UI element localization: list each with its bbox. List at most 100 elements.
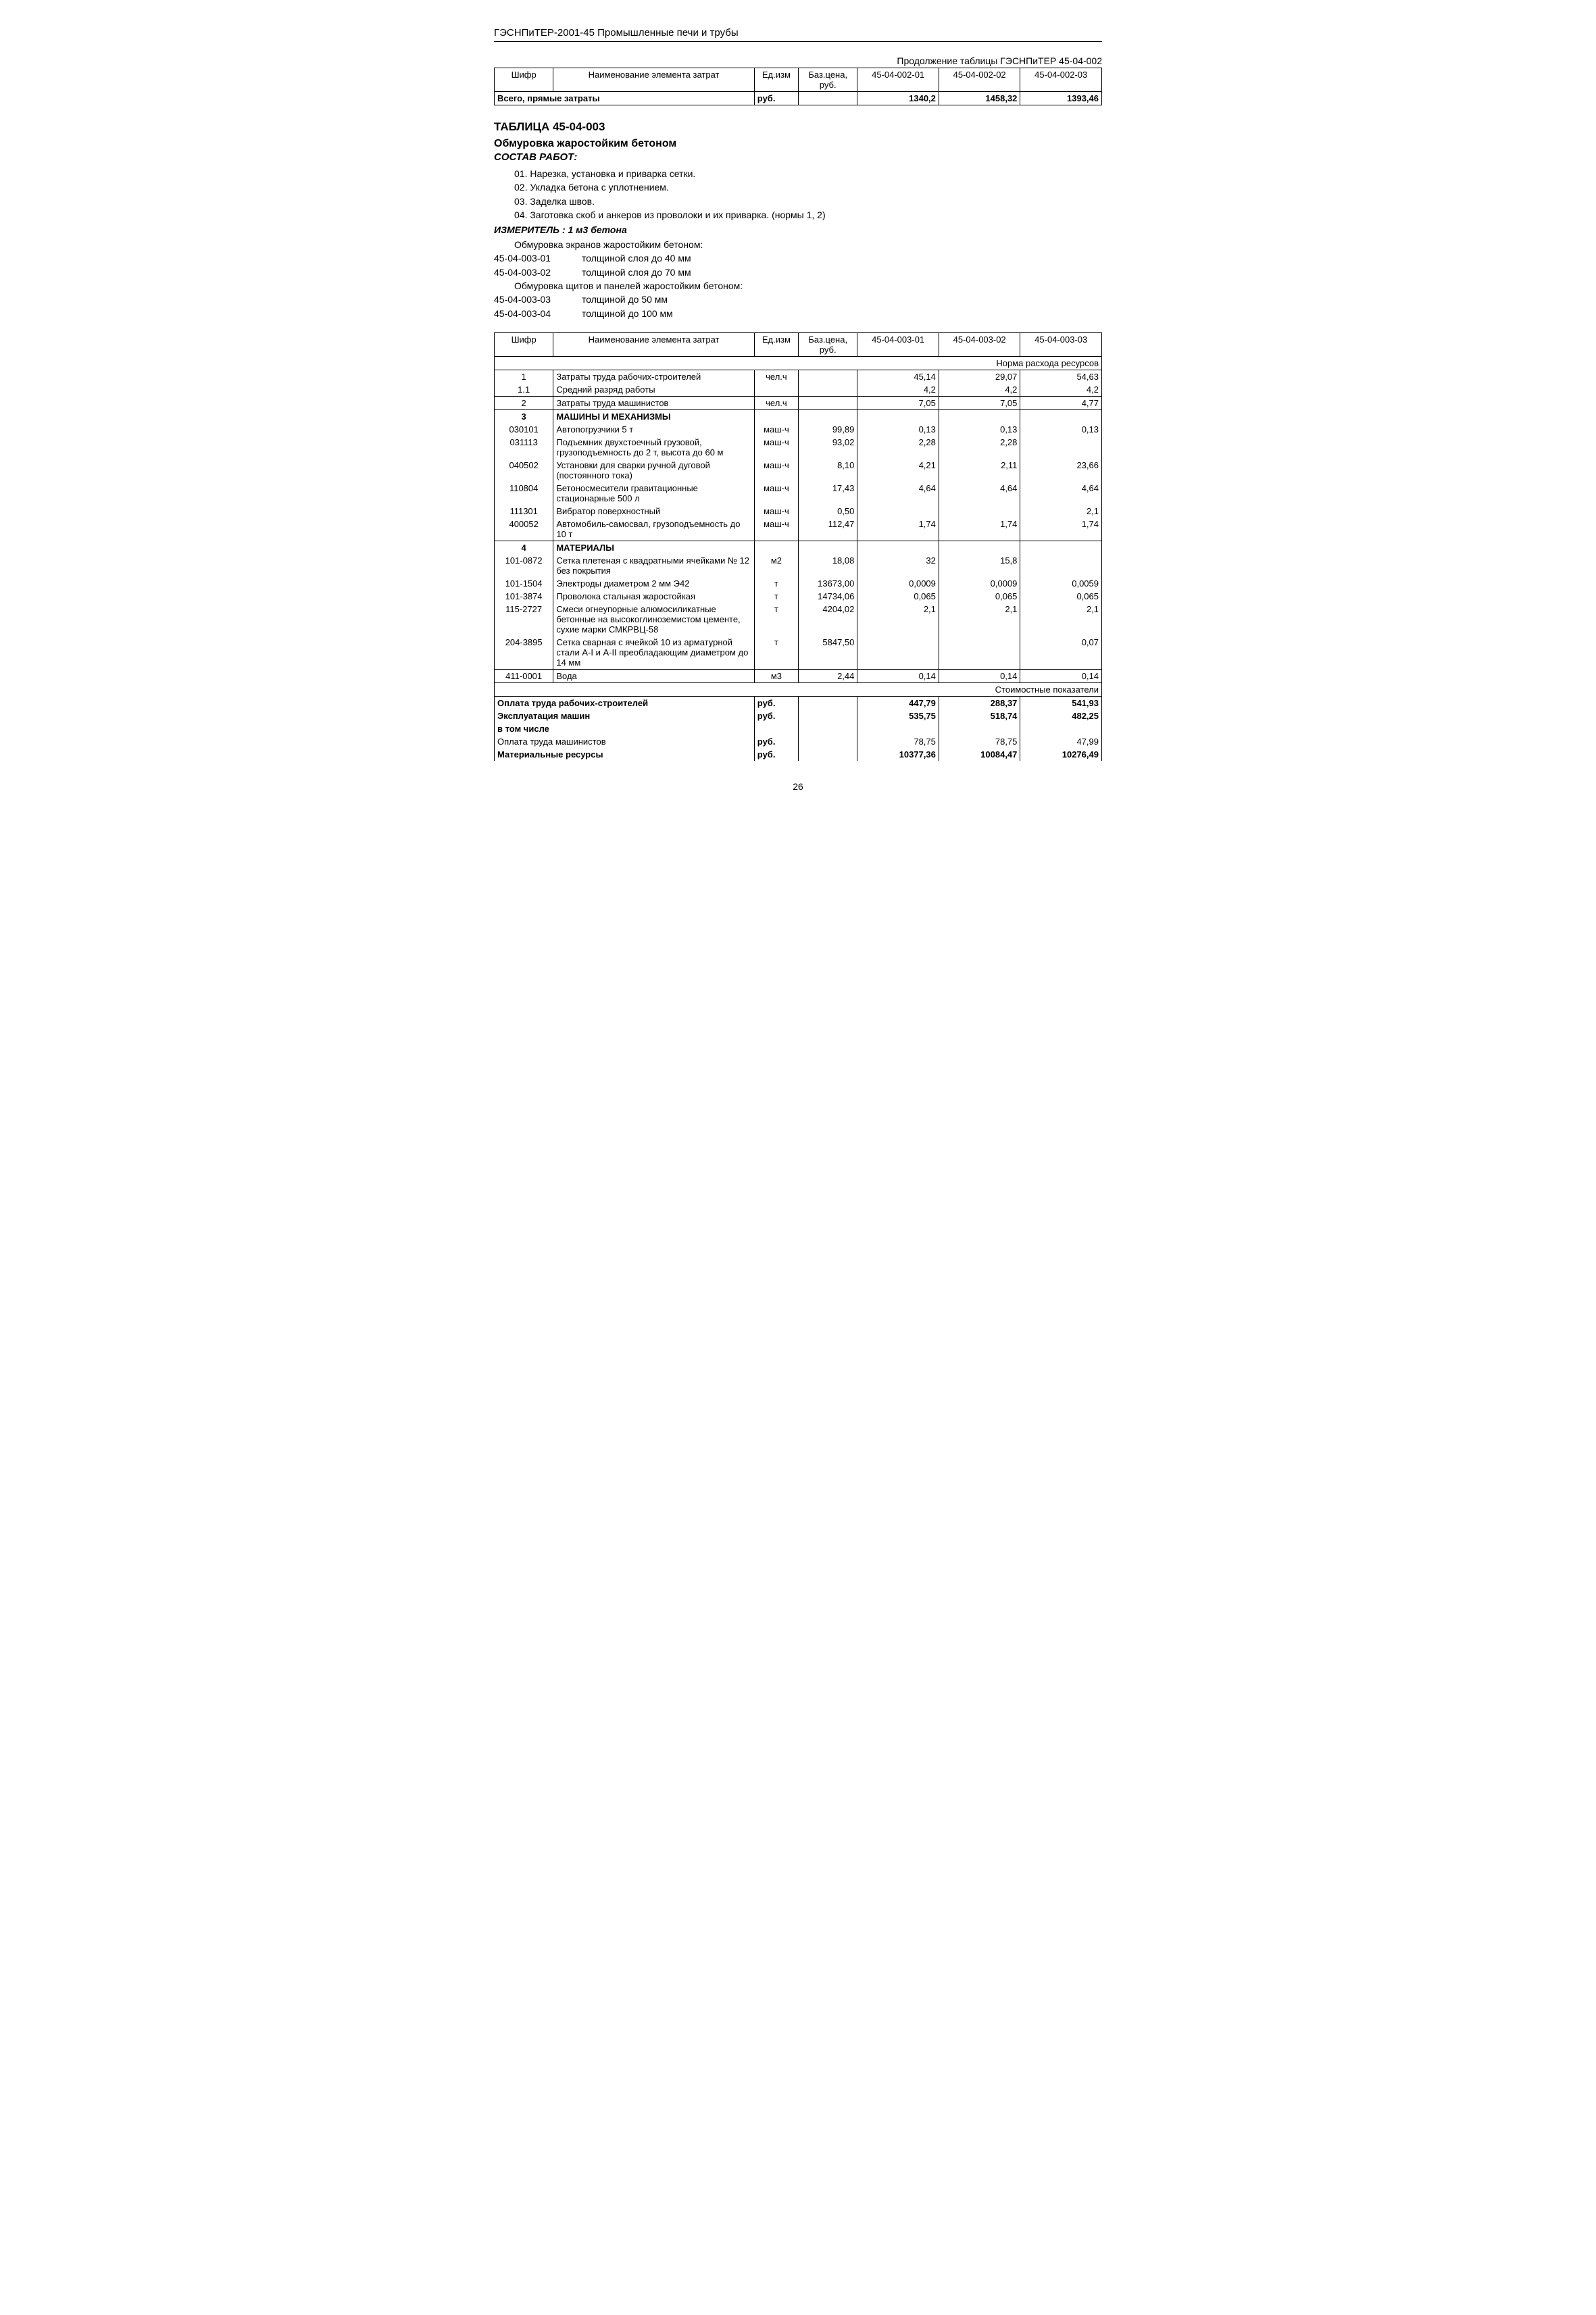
total-v3: 1393,46	[1020, 92, 1102, 105]
cell	[799, 735, 857, 748]
th-baz: Баз.цена, руб.	[799, 68, 857, 92]
th-c3: 45-04-002-03	[1020, 68, 1102, 92]
norm-label: Норма расхода ресурсов	[495, 356, 1102, 370]
cell: 031113	[495, 436, 553, 459]
cell: 1	[495, 370, 553, 383]
desc-intro-2: Обмуровка щитов и панелей жаростойким бе…	[514, 279, 1102, 293]
cell	[754, 722, 798, 735]
cell	[799, 370, 857, 383]
cell: 101-1504	[495, 577, 553, 590]
table-row: 1Затраты труда рабочих-строителейчел.ч45…	[495, 370, 1102, 383]
work-item: 03. Заделка швов.	[514, 195, 1102, 208]
cell	[1020, 409, 1102, 423]
cell	[939, 505, 1020, 518]
cell	[754, 383, 798, 397]
cell	[939, 636, 1020, 670]
cell: Бетоносмесители гравитационные стационар…	[553, 482, 754, 505]
total-unit: руб.	[754, 92, 798, 105]
footer-row: Оплата труда машинистовруб.78,7578,7547,…	[495, 735, 1102, 748]
cell: 2,1	[857, 603, 939, 636]
desc-code: 45-04-003-04	[494, 307, 582, 320]
cell: т	[754, 590, 798, 603]
cell: 0,14	[857, 669, 939, 682]
cell: 0,065	[857, 590, 939, 603]
th-name: Наименование элемента затрат	[553, 68, 754, 92]
cell: 2,44	[799, 669, 857, 682]
stoim-label: Стоимостные показатели	[495, 682, 1102, 696]
cell: 030101	[495, 423, 553, 436]
cell: Проволока стальная жаростойкая	[553, 590, 754, 603]
mh-ed: Ед.изм	[754, 332, 798, 356]
table-row: 4МАТЕРИАЛЫ	[495, 541, 1102, 554]
cell: 15,8	[939, 554, 1020, 577]
desc-text: толщиной до 100 мм	[582, 307, 673, 320]
cell: в том числе	[495, 722, 755, 735]
cell: руб.	[754, 735, 798, 748]
cell	[939, 722, 1020, 735]
top-table: Шифр Наименование элемента затрат Ед.изм…	[494, 68, 1102, 105]
table-row: 2Затраты труда машинистовчел.ч7,057,054,…	[495, 396, 1102, 409]
cell: Затраты труда рабочих-строителей	[553, 370, 754, 383]
cell: м2	[754, 554, 798, 577]
cell: маш-ч	[754, 459, 798, 482]
desc-intro-1: Обмуровка экранов жаростойким бетоном:	[514, 238, 1102, 251]
cell: 2	[495, 396, 553, 409]
cell: 29,07	[939, 370, 1020, 383]
cell: 2,11	[939, 459, 1020, 482]
mh-c2: 45-04-003-02	[939, 332, 1020, 356]
cell: МАТЕРИАЛЫ	[553, 541, 754, 554]
desc-line: 45-04-003-01толщиной слоя до 40 мм	[494, 251, 1102, 265]
cell: руб.	[754, 710, 798, 722]
table-row: 204-3895Сетка сварная с ячейкой 10 из ар…	[495, 636, 1102, 670]
table-row: 411-0001Водам32,440,140,140,14	[495, 669, 1102, 682]
cell: 0,13	[857, 423, 939, 436]
cell: Затраты труда машинистов	[553, 396, 754, 409]
th-ed: Ед.изм	[754, 68, 798, 92]
th-shifr: Шифр	[495, 68, 553, 92]
cell: 5847,50	[799, 636, 857, 670]
cell: маш-ч	[754, 423, 798, 436]
cell: 400052	[495, 518, 553, 541]
cell	[799, 710, 857, 722]
cell: 447,79	[857, 696, 939, 710]
cell: 2,1	[1020, 603, 1102, 636]
cell: 10377,36	[857, 748, 939, 761]
cell: 101-0872	[495, 554, 553, 577]
cell: 2,1	[1020, 505, 1102, 518]
cell: 2,28	[857, 436, 939, 459]
cell	[799, 696, 857, 710]
cell: Вибратор поверхностный	[553, 505, 754, 518]
cell: 10276,49	[1020, 748, 1102, 761]
cell: 32	[857, 554, 939, 577]
desc-line: 45-04-003-02толщиной слоя до 70 мм	[494, 266, 1102, 279]
cell: руб.	[754, 696, 798, 710]
cell	[799, 722, 857, 735]
cell: 17,43	[799, 482, 857, 505]
cell: 8,10	[799, 459, 857, 482]
cell: 10084,47	[939, 748, 1020, 761]
cell: 47,99	[1020, 735, 1102, 748]
cell	[857, 636, 939, 670]
cell	[799, 383, 857, 397]
table-row: 101-3874Проволока стальная жаростойкаят1…	[495, 590, 1102, 603]
cell: 14734,06	[799, 590, 857, 603]
cell: Вода	[553, 669, 754, 682]
cell	[1020, 541, 1102, 554]
table-row: 1.1Средний разряд работы4,24,24,2	[495, 383, 1102, 397]
table-row: 030101Автопогрузчики 5 тмаш-ч99,890,130,…	[495, 423, 1102, 436]
table-row: 111301Вибратор поверхностныймаш-ч0,502,1	[495, 505, 1102, 518]
cell: маш-ч	[754, 505, 798, 518]
cell: 93,02	[799, 436, 857, 459]
cell: 4,64	[1020, 482, 1102, 505]
cell: 0,065	[1020, 590, 1102, 603]
cell: 0,14	[939, 669, 1020, 682]
cell: чел.ч	[754, 370, 798, 383]
cell: 111301	[495, 505, 553, 518]
work-item: 02. Укладка бетона с уплотнением.	[514, 180, 1102, 194]
work-list: 01. Нарезка, установка и приварка сетки.…	[514, 167, 1102, 222]
cell: 541,93	[1020, 696, 1102, 710]
cell: Средний разряд работы	[553, 383, 754, 397]
table-row: 3МАШИНЫ И МЕХАНИЗМЫ	[495, 409, 1102, 423]
cell: 4,64	[939, 482, 1020, 505]
cell	[1020, 436, 1102, 459]
